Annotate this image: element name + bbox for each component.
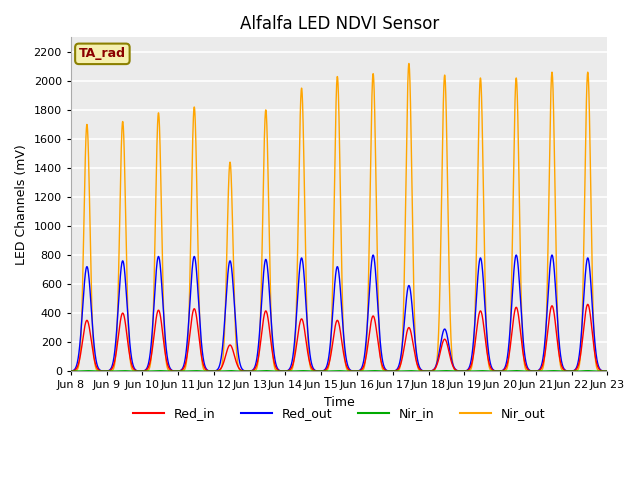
Red_in [584, 301, 591, 307]
Red_out [369, 252, 377, 258]
Red_out [467, 356, 475, 362]
Red_out [416, 365, 424, 371]
Red_in [389, 368, 397, 374]
Red_in [67, 368, 75, 374]
Nir_out [467, 365, 475, 371]
Red_in [508, 329, 516, 335]
Red_in [416, 367, 424, 372]
Nir_in [604, 368, 611, 374]
Red_out [164, 360, 172, 366]
Nir_out [67, 368, 75, 374]
Y-axis label: LED Channels (mV): LED Channels (mV) [15, 144, 28, 264]
Nir_in [67, 368, 75, 374]
Red_in [164, 364, 172, 370]
Nir_out [405, 60, 413, 66]
Red_out [389, 368, 397, 374]
Line: Red_out: Red_out [71, 255, 607, 371]
X-axis label: Time: Time [324, 396, 355, 408]
Red_in [604, 368, 611, 374]
Red_out [508, 295, 516, 300]
Line: Red_in: Red_in [71, 304, 607, 371]
Nir_out [604, 368, 611, 374]
Red_out [67, 368, 75, 374]
Nir_in [508, 368, 516, 374]
Nir_in [164, 368, 172, 374]
Red_out [272, 361, 280, 367]
Nir_out [508, 252, 516, 258]
Nir_out [416, 368, 424, 373]
Nir_out [164, 367, 172, 373]
Title: Alfalfa LED NDVI Sensor: Alfalfa LED NDVI Sensor [239, 15, 439, 33]
Nir_in [83, 368, 91, 373]
Nir_out [272, 367, 280, 373]
Text: TA_rad: TA_rad [79, 48, 126, 60]
Nir_in [416, 368, 424, 374]
Red_in [467, 362, 475, 368]
Nir_in [272, 368, 280, 374]
Red_in [272, 364, 280, 370]
Legend: Red_in, Red_out, Nir_in, Nir_out: Red_in, Red_out, Nir_in, Nir_out [128, 402, 550, 425]
Nir_out [389, 368, 397, 374]
Nir_in [467, 368, 475, 374]
Nir_in [389, 368, 397, 374]
Line: Nir_out: Nir_out [71, 63, 607, 371]
Red_out [604, 368, 611, 374]
